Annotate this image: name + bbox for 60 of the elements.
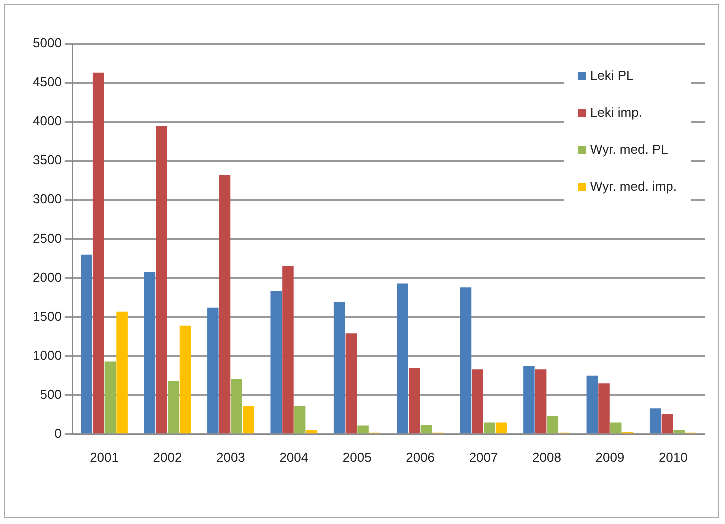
legend-label: Leki PL [590, 68, 634, 83]
bar [92, 72, 104, 434]
bar [282, 266, 294, 434]
bar [484, 422, 496, 434]
y-tick-label: 2000 [33, 270, 62, 285]
y-tick-label: 1000 [33, 348, 62, 363]
bar [472, 370, 484, 434]
bar [674, 430, 685, 434]
bar [116, 312, 128, 434]
bar [409, 368, 420, 434]
bar [104, 362, 116, 434]
bar [496, 422, 508, 434]
x-tick-label: 2001 [90, 450, 119, 465]
bar [346, 334, 358, 434]
x-tick-label: 2009 [596, 450, 625, 465]
x-tick-label: 2005 [342, 450, 372, 465]
bar [168, 381, 180, 434]
bar [598, 384, 610, 434]
bar [397, 284, 408, 434]
x-tick-label: 2002 [153, 450, 182, 465]
bar [650, 408, 662, 434]
bar [306, 430, 318, 434]
y-tick-label: 500 [40, 386, 62, 402]
bar [208, 308, 219, 434]
bar [294, 406, 306, 434]
bar [231, 378, 242, 434]
bar [524, 366, 535, 434]
bar [180, 326, 192, 434]
legend-label: Wyr. med. imp. [590, 179, 677, 194]
bar [81, 254, 92, 434]
bar [547, 416, 559, 434]
legend-label: Leki imp. [590, 105, 642, 120]
bar [270, 292, 282, 434]
x-tick-label: 2006 [406, 450, 436, 465]
bar [662, 414, 674, 434]
legend-label: Wyr. med. PL [590, 142, 668, 157]
bar [610, 422, 622, 434]
y-tick-label: 4500 [33, 74, 62, 90]
y-tick-label: 4000 [33, 114, 62, 129]
y-tick-label: 3000 [33, 192, 62, 207]
x-tick-label: 2007 [469, 450, 498, 465]
bar [156, 126, 168, 434]
y-tick-label: 5000 [33, 36, 62, 51]
x-tick-label: 2003 [216, 450, 246, 465]
y-tick-label: 1500 [33, 308, 62, 324]
y-tick-label: 3500 [33, 152, 62, 168]
bar [586, 376, 598, 434]
bar [358, 426, 369, 434]
y-tick-label: 0 [54, 426, 62, 441]
y-tick-label: 2500 [33, 230, 62, 246]
bar [460, 288, 472, 434]
x-tick-label: 2004 [280, 450, 309, 465]
bar [420, 425, 432, 434]
bar [144, 272, 156, 434]
x-tick-label: 2008 [532, 450, 562, 465]
bar [243, 406, 254, 434]
bar [535, 370, 547, 434]
bar [334, 302, 346, 434]
x-tick-label: 2010 [658, 450, 688, 465]
bar [219, 175, 231, 434]
